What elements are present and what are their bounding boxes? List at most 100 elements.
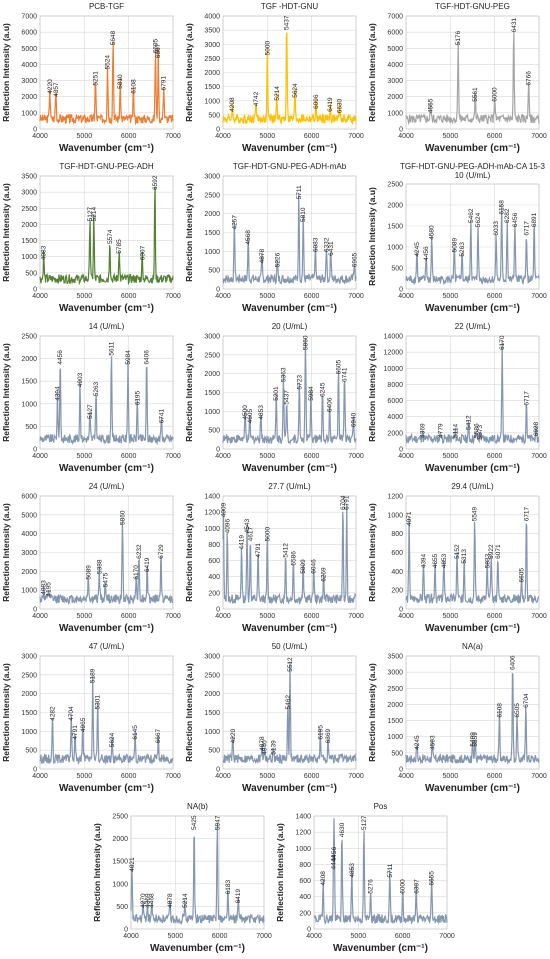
peak-label: 4208 bbox=[320, 871, 327, 886]
chart-title: 27.7 (U/mL) bbox=[268, 482, 311, 491]
peak-label: 6419 bbox=[327, 97, 334, 112]
y-tick-label: 800 bbox=[299, 862, 311, 869]
x-axis-label: Wavenumber (cm⁻¹) bbox=[242, 143, 337, 154]
peak-label: 4853 bbox=[441, 553, 448, 568]
x-tick-label: 6000 bbox=[395, 933, 411, 940]
y-tick-label: 3000 bbox=[21, 550, 37, 557]
spectrum-chart-6: TGF-HDT-GNU-PEG-ADH-mAb-CA 15-310 (U/mL)… bbox=[367, 162, 547, 314]
y-tick-label: 1000 bbox=[21, 588, 37, 595]
peak-label: 6046 bbox=[311, 559, 318, 574]
x-tick-label: 6000 bbox=[487, 133, 503, 140]
chart-title: 22 (U/mL) bbox=[455, 322, 491, 331]
x-axis-label: Wavenumber (cm⁻¹) bbox=[425, 463, 520, 474]
chart-title: NA(b) bbox=[187, 802, 208, 811]
peak-label: 5810 bbox=[300, 207, 307, 222]
x-tick-label: 5000 bbox=[77, 133, 93, 140]
y-axis-label: Reflection Intensity (a.u) bbox=[275, 823, 285, 922]
x-tick-label: 7000 bbox=[439, 933, 455, 940]
x-tick-label: 6000 bbox=[304, 133, 320, 140]
y-tick-label: 5000 bbox=[21, 46, 37, 53]
peak-label: 6456 bbox=[512, 212, 519, 227]
y-tick-label: 500 bbox=[25, 748, 37, 755]
peak-label: 6891 bbox=[531, 212, 538, 227]
spectrum-line bbox=[222, 193, 357, 286]
peak-label: 6605 bbox=[153, 39, 160, 54]
peak-label: 4878 bbox=[167, 893, 174, 908]
peak-label: 5947 bbox=[214, 815, 221, 830]
x-tick-label: 6000 bbox=[121, 133, 137, 140]
peak-label: 5673 bbox=[477, 425, 484, 440]
y-tick-label: 3000 bbox=[204, 42, 220, 49]
plot-area bbox=[313, 815, 448, 930]
peak-label: 6717 bbox=[524, 221, 531, 236]
y-tick-label: 3000 bbox=[21, 190, 37, 197]
y-tick-label: 1500 bbox=[204, 230, 220, 237]
spectrum-line bbox=[313, 818, 448, 925]
peak-label: 5089 bbox=[85, 565, 92, 580]
peak-label: 4083 bbox=[41, 580, 48, 595]
y-tick-label: 0 bbox=[216, 767, 220, 774]
y-tick-label: 1500 bbox=[204, 390, 220, 397]
x-tick-label: 7000 bbox=[531, 293, 547, 300]
y-tick-label: 1500 bbox=[204, 710, 220, 717]
y-tick-label: 3000 bbox=[387, 78, 403, 85]
y-axis-label: Reflection Intensity (a.u) bbox=[367, 187, 377, 286]
plot-area bbox=[222, 175, 357, 290]
y-tick-label: 4000 bbox=[387, 62, 403, 69]
x-tick-label: 6000 bbox=[304, 293, 320, 300]
y-tick-label: 1500 bbox=[204, 84, 220, 91]
x-tick-label: 6000 bbox=[304, 773, 320, 780]
peak-label: 4878 bbox=[259, 736, 266, 751]
spectrum-chart-1: PCB-TGF 0 1000 2000 3000 4000 5000 6000 7000 4000… bbox=[1, 2, 181, 154]
peak-label: 6145 bbox=[132, 725, 139, 740]
chart-title: TGF-HDT-GNU-PEG-ADH-mAb bbox=[233, 162, 347, 171]
x-tick-label: 5000 bbox=[443, 453, 459, 460]
peak-label: 5922 bbox=[488, 544, 495, 559]
y-tick-label: 0 bbox=[33, 287, 37, 294]
y-tick-label: 2000 bbox=[204, 691, 220, 698]
y-tick-label: 1000 bbox=[21, 729, 37, 736]
y-tick-label: 0 bbox=[216, 607, 220, 614]
plot-area bbox=[405, 655, 540, 770]
peak-label: 6605 bbox=[519, 568, 526, 583]
x-axis-label: Wavenumber (cm⁻¹) bbox=[59, 623, 154, 634]
y-tick-label: 2500 bbox=[204, 352, 220, 359]
x-tick-label: 4000 bbox=[398, 133, 414, 140]
x-tick-label: 4000 bbox=[32, 293, 48, 300]
peak-label: 6096 bbox=[313, 94, 320, 109]
y-tick-label: 0 bbox=[33, 767, 37, 774]
peak-label: 5512 bbox=[287, 657, 294, 672]
x-tick-label: 5000 bbox=[77, 293, 93, 300]
y-tick-label: 6000 bbox=[21, 494, 37, 501]
peak-label: 4444 bbox=[331, 855, 338, 870]
y-tick-label: 1500 bbox=[21, 379, 37, 386]
y-tick-label: 2500 bbox=[21, 206, 37, 213]
y-tick-label: 500 bbox=[391, 266, 403, 273]
chart-title: TGF -HDT-GNU bbox=[261, 2, 319, 11]
x-tick-label: 7000 bbox=[165, 133, 181, 140]
peak-label: 6406 bbox=[510, 655, 517, 670]
peak-label: 5984 bbox=[125, 350, 132, 365]
chart-title: 24 (U/mL) bbox=[89, 482, 125, 491]
peak-label: 5201 bbox=[273, 386, 280, 401]
chart-title: PCB-TGF bbox=[89, 2, 124, 11]
peak-label: 5226 bbox=[274, 252, 281, 267]
peak-label: 5437 bbox=[284, 390, 291, 405]
x-axis-label: Wavenumber (cm⁻¹) bbox=[242, 303, 337, 314]
peak-label: 5000 bbox=[264, 41, 271, 56]
y-tick-label: 0 bbox=[33, 127, 37, 134]
y-tick-label: 800 bbox=[208, 542, 220, 549]
y-tick-label: 3000 bbox=[204, 174, 220, 181]
chart-title: 29.4 (U/mL) bbox=[451, 482, 494, 491]
y-tick-label: 2500 bbox=[387, 686, 403, 693]
peak-label: 6195 bbox=[317, 725, 324, 740]
peak-label: 5139 bbox=[271, 740, 278, 755]
y-tick-label: 7000 bbox=[21, 14, 37, 21]
peak-label: 5263 bbox=[93, 381, 100, 396]
peak-label: 4605 bbox=[247, 409, 254, 424]
x-tick-label: 4000 bbox=[32, 133, 48, 140]
peak-label: 5624 bbox=[475, 212, 482, 227]
y-tick-label: 6000 bbox=[387, 30, 403, 37]
y-tick-label: 1500 bbox=[21, 710, 37, 717]
peak-label: 4456 bbox=[423, 246, 430, 261]
